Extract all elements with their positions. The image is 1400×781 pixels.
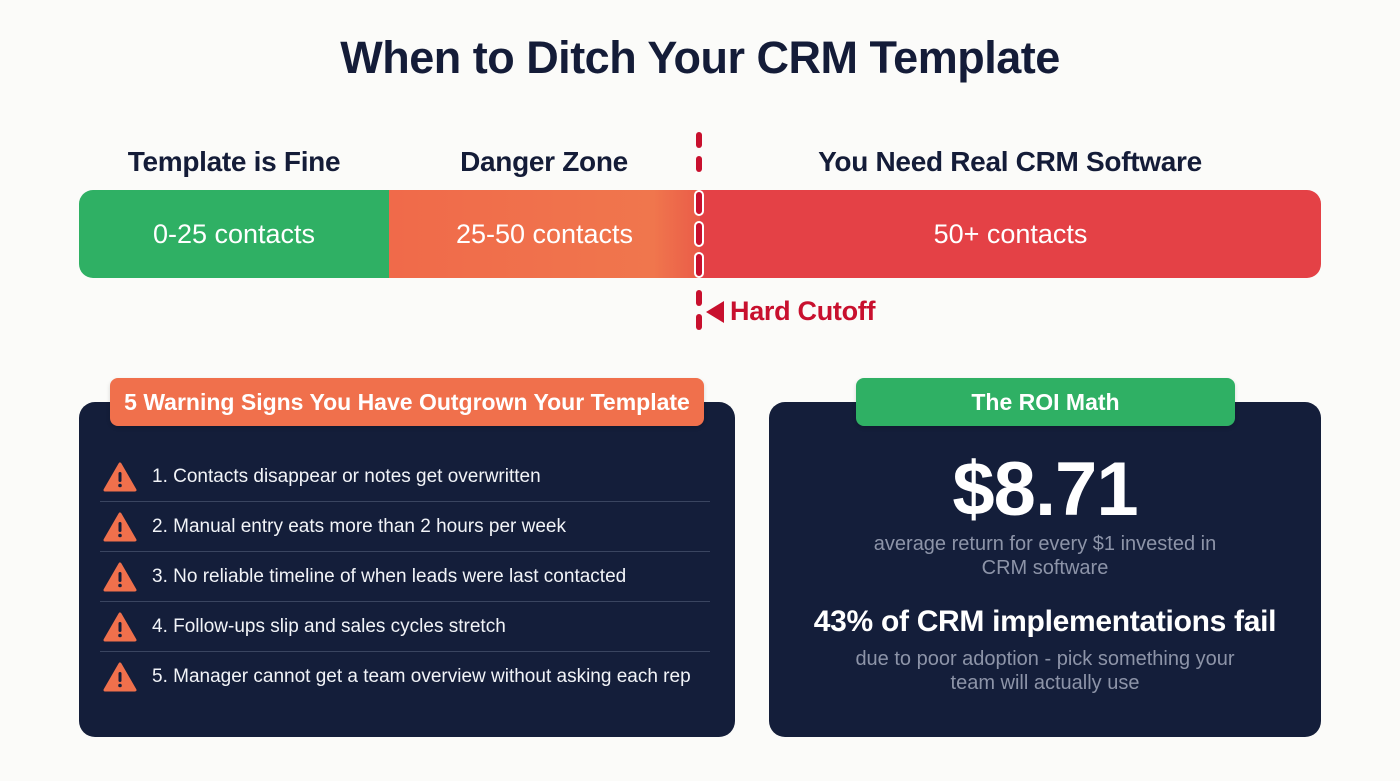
roi-value-caption: average return for every $1 invested in … xyxy=(873,533,1217,579)
segment-range-label: 0-25 contacts xyxy=(152,218,316,249)
roi-value: $8.71 xyxy=(952,447,1138,532)
warning-signs-list: 1. Contacts disappear or notes get overw… xyxy=(100,452,710,702)
warning-triangle-icon xyxy=(103,562,137,591)
failure-stat-caption: due to poor adoption - pick something yo… xyxy=(855,648,1235,694)
list-item: 5. Manager cannot get a team overview wi… xyxy=(100,652,710,702)
segment-real-crm: 50+ contacts xyxy=(700,190,1321,278)
list-item: 1. Contacts disappear or notes get overw… xyxy=(100,452,710,502)
warning-text: 1. Contacts disappear or notes get overw… xyxy=(152,465,541,487)
page-title: When to Ditch Your CRM Template xyxy=(340,32,1060,83)
cutoff-dashed-line xyxy=(694,132,704,340)
segment-template-fine: 0-25 contacts xyxy=(79,190,389,278)
segment-range-label: 25-50 contacts xyxy=(455,218,634,249)
segment-range-label: 50+ contacts xyxy=(933,218,1088,249)
warning-text: 3. No reliable timeline of when leads we… xyxy=(152,565,627,587)
roi-heading: The ROI Math xyxy=(856,378,1235,426)
zone-label-danger-zone: Danger Zone xyxy=(460,146,628,177)
contact-threshold-bar: 0-25 contacts 25-50 contacts 50+ contact… xyxy=(79,190,1321,278)
warning-triangle-icon xyxy=(103,462,137,491)
warning-text: 5. Manager cannot get a team overview wi… xyxy=(152,666,691,687)
list-item: 2. Manual entry eats more than 2 hours p… xyxy=(100,502,710,552)
warning-triangle-icon xyxy=(103,612,137,641)
warning-text: 2. Manual entry eats more than 2 hours p… xyxy=(152,515,567,537)
zone-label-template-fine: Template is Fine xyxy=(127,146,341,177)
hard-cutoff-label: Hard Cutoff xyxy=(706,296,875,327)
arrow-left-icon xyxy=(706,300,724,323)
warning-text: 4. Follow-ups slip and sales cycles stre… xyxy=(152,615,506,637)
segment-danger-zone: 25-50 contacts xyxy=(389,190,700,278)
list-item: 4. Follow-ups slip and sales cycles stre… xyxy=(100,602,710,652)
list-item: 3. No reliable timeline of when leads we… xyxy=(100,552,710,602)
failure-stat: 43% of CRM implementations fail xyxy=(813,605,1277,638)
zone-label-real-crm: You Need Real CRM Software xyxy=(818,146,1202,177)
hard-cutoff-text: Hard Cutoff xyxy=(730,296,876,326)
warning-triangle-icon xyxy=(103,662,137,692)
warning-triangle-icon xyxy=(103,512,137,541)
roi-panel xyxy=(769,402,1321,737)
warning-signs-panel xyxy=(79,402,735,737)
warning-signs-heading: 5 Warning Signs You Have Outgrown Your T… xyxy=(110,378,704,426)
